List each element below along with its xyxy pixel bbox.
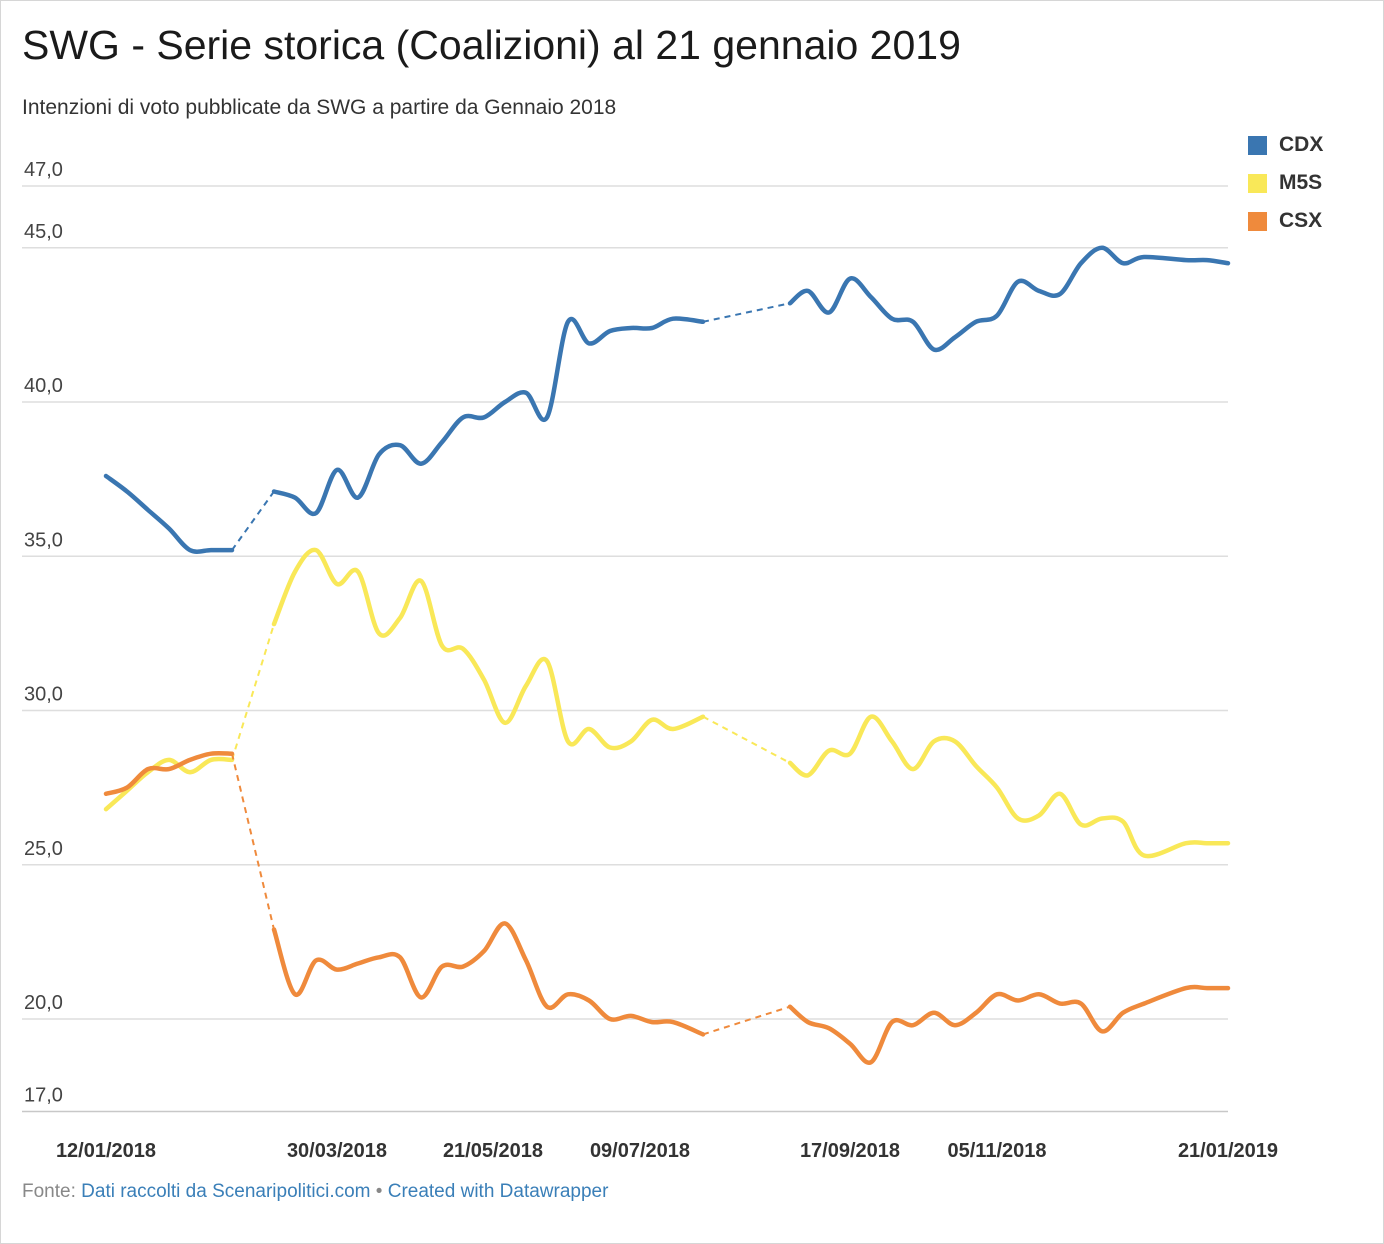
legend: CDX M5S CSX [1248,126,1323,240]
gap-connector-cdx [702,302,791,323]
legend-swatch-cdx [1248,135,1267,155]
chart-footer: Fonte: Dati raccolti da Scenaripolitici.… [22,1181,608,1203]
legend-swatch-csx [1248,211,1267,231]
gap-connector-csx [702,1005,791,1036]
y-tick-label: 17,0 [24,1085,63,1107]
legend-label-csx: CSX [1279,209,1323,232]
y-tick-label: 20,0 [24,992,63,1014]
gap-connector-m5s [231,623,275,761]
gap-connector-csx [231,753,275,930]
x-tick-label: 12/01/2018 [56,1140,156,1162]
y-tick-label: 47,0 [24,159,63,181]
grid-lines [22,185,1228,1113]
series-m5s [103,547,1231,859]
series-cdx [103,245,1231,554]
line-m5s [271,547,706,751]
line-cdx [787,245,1231,353]
y-axis-labels: 17,0 20,0 25,0 30,0 35,0 40,0 45,0 47,0 [24,159,63,1107]
line-m5s [787,714,1231,859]
footer-separator: • [375,1181,383,1202]
chart-title: SWG - Serie storica (Coalizioni) al 21 g… [22,22,961,68]
source-label: Fonte: [22,1181,76,1202]
datawrapper-link[interactable]: Created with Datawrapper [387,1181,609,1202]
y-tick-label: 40,0 [24,375,63,397]
line-csx [271,921,706,1037]
x-tick-label: 05/11/2018 [948,1140,1047,1162]
line-cdx [103,473,235,554]
series-csx [103,751,1231,1065]
y-tick-label: 35,0 [24,529,63,551]
legend-label-cdx: CDX [1279,133,1324,156]
y-tick-label: 45,0 [24,221,63,243]
legend-label-m5s: M5S [1279,171,1323,194]
line-m5s [103,756,235,812]
x-tick-label: 09/07/2018 [590,1140,690,1162]
gap-connector-m5s [702,715,791,764]
x-tick-label: 21/05/2018 [443,1140,543,1162]
legend-swatch-m5s [1248,173,1267,193]
legend-item-csx: CSX [1248,202,1323,240]
legend-item-cdx: CDX [1248,126,1323,164]
x-tick-label: 17/09/2018 [800,1140,900,1162]
line-csx [787,984,1231,1065]
legend-item-m5s: M5S [1248,164,1323,202]
source-link[interactable]: Dati raccolti da Scenaripolitici.com [81,1181,371,1202]
chart-subtitle: Intenzioni di voto pubblicate da SWG a p… [22,96,617,119]
y-tick-label: 30,0 [24,684,63,706]
x-tick-label: 30/03/2018 [287,1140,387,1162]
series-lines [103,245,1231,1065]
x-axis-labels: 12/01/2018 30/03/2018 21/05/2018 09/07/2018… [56,1140,1278,1162]
y-tick-label: 25,0 [24,838,63,860]
x-tick-label: 21/01/2019 [1178,1140,1278,1162]
line-csx [103,751,235,797]
line-cdx [271,316,706,517]
gap-connector-cdx [231,490,275,551]
